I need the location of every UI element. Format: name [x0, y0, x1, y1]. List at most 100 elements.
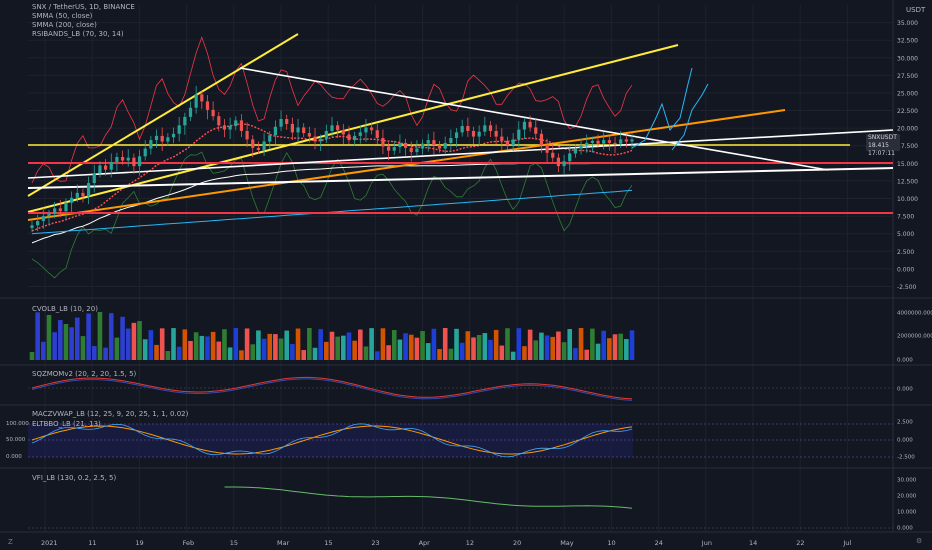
candle-body [296, 127, 300, 133]
x-tick-label: 15 [230, 539, 238, 547]
candle-body [319, 138, 323, 142]
pane-label-vfi[interactable]: VFI_LB (130, 0.2, 2.5, 5) [32, 474, 117, 482]
y-tick-label: 30.000 [897, 55, 918, 62]
candle-body [149, 140, 153, 149]
cvol-bar [607, 338, 612, 360]
candle-body [471, 130, 476, 137]
candle-body [171, 133, 176, 138]
last-price-tag: SNXUSDT 18.415 17:07:11 [866, 134, 900, 157]
cvol-bar [210, 331, 216, 360]
cvol-bar [380, 328, 386, 360]
cvol-bar [159, 328, 165, 360]
candle-body [205, 101, 210, 110]
x-tick-label: 11 [88, 539, 96, 547]
candle-body [596, 140, 600, 144]
candle-body [449, 138, 453, 143]
cvol-bar [176, 346, 182, 360]
indicator-smma50[interactable]: SMMA (50, close) [32, 12, 93, 20]
x-tick-label: 19 [135, 539, 143, 547]
candle-body [115, 157, 119, 162]
candle-body [505, 140, 510, 146]
cvol-bar [516, 328, 522, 360]
cvol-bar [341, 335, 346, 360]
cvol-bar [567, 329, 573, 360]
cvol-bar [193, 332, 199, 360]
x-tick-label: 24 [655, 539, 663, 547]
cvol-bar [352, 340, 357, 360]
mac-left-label: 50.000 [6, 437, 26, 443]
pane-label-sqz[interactable]: SQZMOMv2 (20, 2, 20, 1.5, 5) [32, 370, 137, 378]
cvol-bar [505, 328, 510, 360]
cvol-bar [431, 328, 437, 360]
x-tick-label: 14 [749, 539, 757, 547]
vfi-axis-label: 30.000 [897, 478, 917, 484]
cvol-bar [374, 351, 380, 360]
candle-body [460, 126, 464, 133]
cvol-bar [301, 350, 306, 360]
candle-body [545, 145, 549, 153]
cvol-bar [295, 328, 301, 360]
candle-body [522, 121, 527, 130]
candle-body [539, 133, 544, 146]
mac-left-label: 100.000 [6, 421, 29, 427]
candle-body [256, 147, 261, 150]
y-tick-label: 25.000 [897, 90, 918, 97]
cvol-bar [556, 331, 561, 360]
cvol-bar [35, 312, 40, 360]
candle-body [392, 147, 396, 151]
cvol-bar [244, 328, 250, 360]
candle-body [75, 192, 79, 198]
candle-body [398, 142, 402, 148]
candle-body [517, 129, 521, 140]
candle-body [41, 216, 45, 222]
cvol-bar [120, 316, 125, 360]
cvol-bar [403, 333, 408, 360]
y-tick-label: 17.500 [897, 143, 918, 150]
candle-body [251, 139, 255, 148]
candle-body [556, 157, 561, 167]
pane-label-cvol[interactable]: CVOLB_LB (10, 20) [32, 305, 98, 313]
candle-body [534, 127, 538, 134]
candle-body [188, 107, 193, 117]
cvol-bar [69, 327, 74, 360]
candle-body [420, 143, 425, 149]
candle-body [494, 130, 498, 137]
indicator-rsibands[interactable]: RSIBANDS_LB (70, 30, 14) [32, 30, 124, 38]
candle-body [336, 125, 340, 131]
cvol-bar [465, 331, 471, 360]
cvol-bar [369, 328, 374, 360]
candle-body [551, 152, 555, 158]
candle-body [341, 130, 345, 135]
candle-body [528, 121, 532, 128]
candle-body [143, 148, 147, 157]
y-tick-label: 15.000 [897, 161, 918, 168]
pane-label-elt[interactable]: ELTBBO_LB (21, 13) [32, 420, 101, 428]
candle-body [30, 225, 34, 229]
candle-body [87, 183, 91, 197]
cvol-bar [227, 347, 233, 360]
candle-body [109, 161, 113, 170]
y-tick-label: 7.500 [897, 214, 914, 221]
timezone-icon[interactable]: Z [8, 538, 13, 546]
candle-body [324, 130, 328, 139]
trendline-orange [27, 109, 786, 221]
cvol-bar [482, 333, 488, 360]
cvol-bar [205, 336, 210, 360]
mac-axis-label: 0.000 [897, 438, 913, 444]
candle-body [454, 132, 459, 138]
cvol-bar [278, 338, 284, 360]
y-tick-label: 20.000 [897, 126, 918, 133]
candle-body [313, 136, 317, 142]
candle-body [370, 127, 374, 131]
indicator-smma200[interactable]: SMMA (200, close) [32, 21, 97, 29]
cvol-bar [550, 336, 556, 360]
settings-icon[interactable]: ⚙ [916, 537, 923, 545]
cvol-bar [290, 344, 295, 360]
pane-label-mac[interactable]: MACZVWAP_LB (12, 25, 9, 20, 25, 1, 1, 0.… [32, 410, 189, 418]
cvol-bar [284, 330, 290, 360]
candle-body [103, 165, 108, 170]
cvol-bar [459, 342, 465, 360]
x-tick-label: 15 [324, 539, 332, 547]
candle-body [381, 138, 385, 147]
